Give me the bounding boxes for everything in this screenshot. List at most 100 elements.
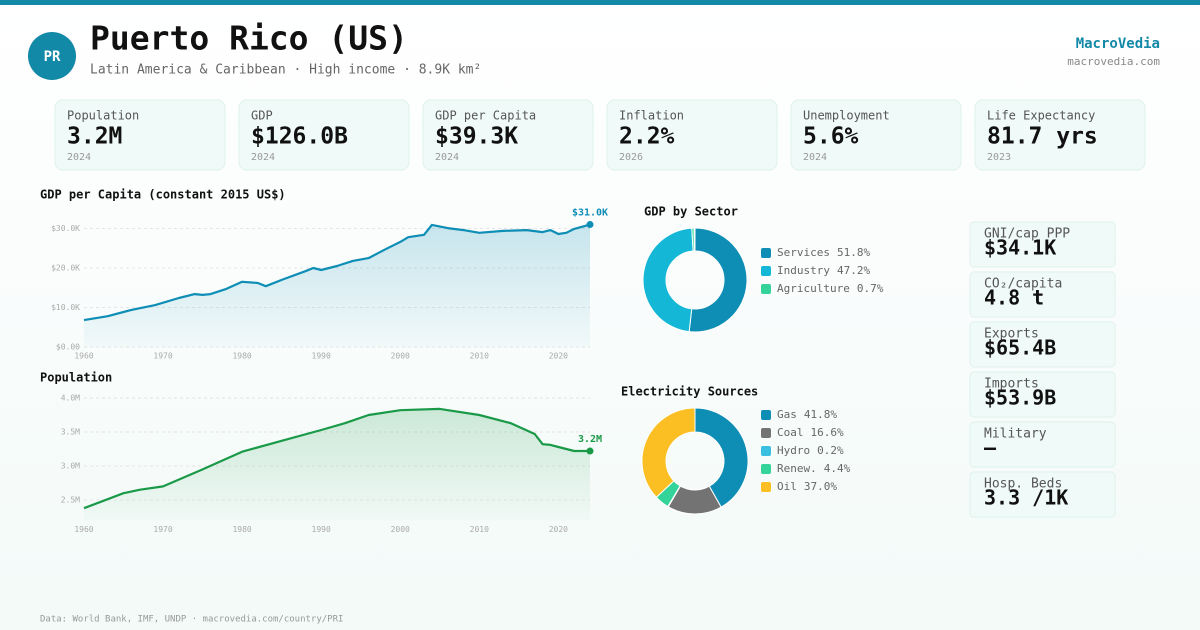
kpi-label: GDP [251,109,273,123]
x-tick-label: 1980 [232,525,251,534]
line [83,223,591,322]
legend-swatch [761,464,771,474]
kpi-value: $126.0B [251,124,348,150]
brand-url: macrovedia.com [1067,55,1160,68]
kpi-value: 81.7 yrs [987,124,1098,150]
stat-label: GNI/cap PPP [984,227,1070,242]
chart-title: Population [40,371,112,385]
stat-value: $65.4B [984,336,1056,360]
kpi-value: 3.2M [67,124,122,150]
y-tick-label: 3.5M [61,428,80,437]
kpi-card [606,99,778,171]
kpi-label: Population [67,109,139,123]
legend-value: 4.4% [824,462,851,475]
legend-name: Gas [777,408,797,421]
legend-swatch [761,446,771,456]
legend-swatch [761,284,771,294]
stat-label: Hosp. Beds [984,477,1062,492]
x-tick-label: 1960 [74,352,93,361]
x-tick-label: 1970 [153,352,172,361]
kpi-value: 5.6% [803,124,859,150]
stat-value: $34.1K [984,236,1056,260]
brand: MacroVedia [1076,36,1160,52]
kpi-value: 2.2% [619,124,675,150]
donut-slice [642,227,694,333]
legend-entry: Oil 37.0% [777,480,837,493]
stat-card [969,471,1116,518]
x-tick-label: 2000 [391,525,410,534]
x-tick-label: 1970 [153,525,172,534]
legend-entry: Hydro 0.2% [777,444,844,457]
legend-swatch [761,428,771,438]
kpi-card [422,99,594,171]
stat-value: 4.8 t [984,286,1044,310]
stat-value: — [984,436,997,460]
subtitle: Latin America & Caribbean · High income … [90,63,481,78]
stat-card [969,271,1116,318]
legend-value: 0.7% [857,282,884,295]
y-tick-label: $10.0K [51,303,80,312]
stat-label: Military [984,427,1047,442]
legend-value: 16.6% [811,426,844,439]
legend-name: Agriculture [777,282,850,295]
legend-name: Renew. [777,462,817,475]
legend-name: Services [777,246,830,259]
stat-card [969,321,1116,368]
donut-slice [694,407,749,508]
kpi-year: 2024 [803,152,827,163]
x-tick-label: 2000 [391,352,410,361]
chart-title: GDP per Capita (constant 2015 US$) [40,188,286,202]
kpi-year: 2023 [987,152,1011,163]
y-tick-label: $20.0K [51,264,80,273]
kpi-value: $39.3K [435,124,518,150]
x-tick-label: 1990 [312,525,331,534]
stat-label: Exports [984,327,1039,342]
kpi-card [790,99,962,171]
legend-swatch [761,266,771,276]
legend-value: 0.2% [817,444,844,457]
legend-name: Oil [777,480,797,493]
legend-name: Hydro [777,444,810,457]
legend-entry: Gas 41.8% [777,408,837,421]
legend-entry: Agriculture 0.7% [777,282,884,295]
stat-value: $53.9B [984,386,1056,410]
legend-entry: Industry 47.2% [777,264,870,277]
stat-label: CO₂/capita [984,277,1062,292]
chart-title: Electricity Sources [621,385,758,399]
y-tick-label: 4.0M [61,394,80,403]
y-tick-label: $0.00 [56,343,80,352]
legend-value: 51.8% [837,246,870,259]
donut-slice [641,407,696,498]
line [83,407,590,510]
end-label: 3.2M [578,434,602,445]
legend-entry: Services 51.8% [777,246,870,259]
badge [28,32,76,80]
x-tick-label: 2010 [470,525,489,534]
legend-name: Industry [777,264,830,277]
x-tick-label: 2020 [549,352,568,361]
stat-card [969,221,1116,268]
legend-entry: Coal 16.6% [777,426,844,439]
kpi-year: 2024 [67,152,91,163]
kpi-year: 2024 [251,152,275,163]
legend-swatch [761,410,771,420]
legend-value: 47.2% [837,264,870,277]
end-point [586,447,594,455]
x-tick-label: 1960 [74,525,93,534]
area [84,224,590,347]
x-tick-label: 1980 [232,352,251,361]
stat-card [969,371,1116,418]
end-label: $31.0K [572,208,608,219]
stat-value: 3.3 /1K [984,486,1068,510]
legend-entry: Renew. 4.4% [777,462,851,475]
footer: Data: World Bank, IMF, UNDP · macrovedia… [40,615,343,625]
stat-label: Imports [984,377,1039,392]
end-point [586,221,594,229]
legend-value: 37.0% [804,480,837,493]
area [84,408,590,521]
kpi-label: Unemployment [803,109,890,123]
donut-slice [688,227,748,333]
y-tick-label: 2.5M [61,496,80,505]
donut-slice [691,227,695,252]
